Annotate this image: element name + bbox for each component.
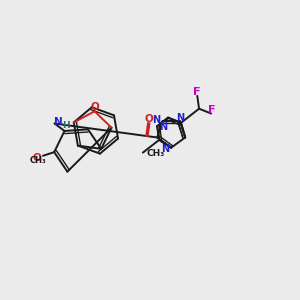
Text: N: N — [176, 113, 184, 123]
Text: N: N — [161, 144, 169, 154]
Text: F: F — [193, 87, 200, 98]
Text: O: O — [32, 153, 41, 163]
Text: CH₃: CH₃ — [29, 156, 46, 165]
Text: H: H — [62, 121, 70, 130]
Text: O: O — [90, 102, 99, 112]
Text: CH₃: CH₃ — [146, 149, 165, 158]
Text: O: O — [144, 114, 153, 124]
Text: N: N — [160, 122, 168, 132]
Text: N: N — [152, 116, 160, 125]
Text: N: N — [54, 117, 63, 127]
Text: F: F — [208, 105, 215, 115]
